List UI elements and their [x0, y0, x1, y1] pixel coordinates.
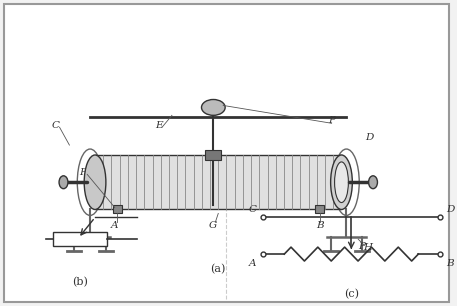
- Text: D: D: [446, 205, 454, 214]
- Text: C: C: [249, 205, 257, 214]
- Bar: [95, 155, 341, 210]
- Text: (a): (a): [211, 264, 226, 274]
- Ellipse shape: [202, 99, 225, 115]
- Text: F: F: [80, 168, 87, 177]
- Ellipse shape: [369, 176, 377, 189]
- Text: D: D: [365, 132, 373, 142]
- Text: C: C: [52, 121, 59, 130]
- Bar: [315, 204, 324, 214]
- Ellipse shape: [330, 155, 352, 210]
- Bar: [53, 232, 107, 246]
- Text: H: H: [364, 243, 372, 252]
- Ellipse shape: [59, 176, 68, 189]
- Text: (c): (c): [344, 289, 359, 299]
- Text: B: B: [316, 221, 324, 230]
- Ellipse shape: [335, 162, 348, 203]
- Bar: [113, 204, 122, 214]
- Text: A: A: [111, 221, 118, 230]
- Bar: [206, 150, 221, 160]
- Text: P: P: [328, 116, 335, 125]
- Text: G: G: [209, 221, 218, 230]
- Text: (b): (b): [72, 277, 88, 287]
- Text: P: P: [358, 242, 365, 251]
- Text: E: E: [155, 121, 163, 130]
- Text: B: B: [446, 259, 454, 268]
- Ellipse shape: [84, 155, 106, 210]
- Text: A: A: [249, 259, 257, 268]
